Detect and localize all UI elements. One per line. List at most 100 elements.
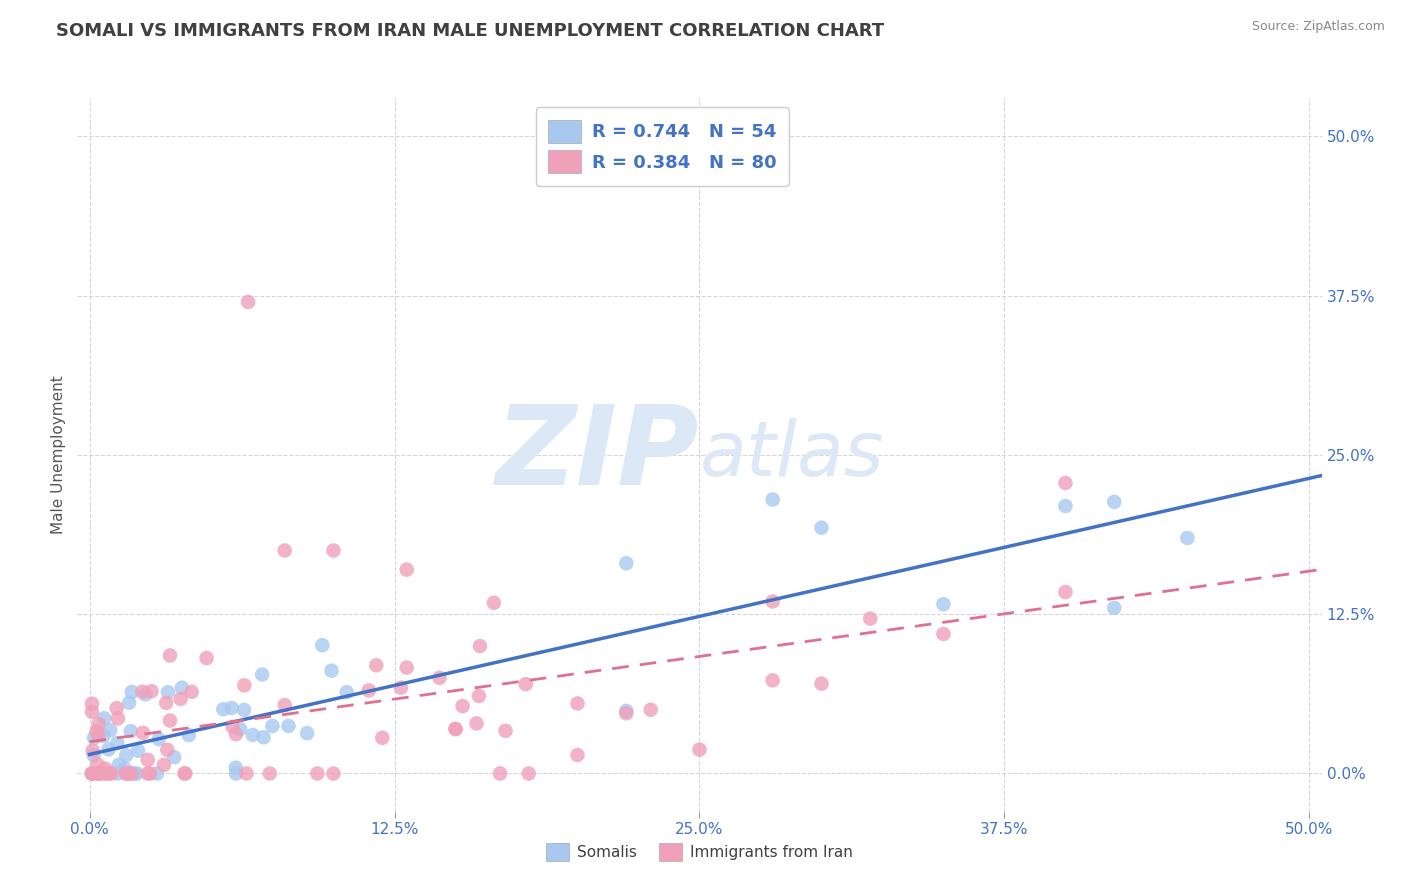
Text: SOMALI VS IMMIGRANTS FROM IRAN MALE UNEMPLOYMENT CORRELATION CHART: SOMALI VS IMMIGRANTS FROM IRAN MALE UNEM… [56,22,884,40]
Text: ZIP: ZIP [496,401,700,508]
Point [80,766,103,780]
Point [689,742,711,756]
Point [225,766,247,780]
Point [429,671,451,685]
Point [274,698,297,712]
Point [100,766,122,780]
Point [163,750,186,764]
Point [93,729,115,743]
Point [169,691,191,706]
Point [1104,495,1126,509]
Point [371,731,394,745]
Point [134,687,156,701]
Point [174,766,197,780]
Point [444,722,467,736]
Point [89,766,111,780]
Point [567,747,589,762]
Point [567,697,589,711]
Point [87,728,110,742]
Point [107,766,129,780]
Point [80,766,103,780]
Point [86,724,108,739]
Point [311,638,333,652]
Point [155,696,177,710]
Point [118,696,141,710]
Point [614,556,637,570]
Point [105,701,128,715]
Point [614,704,637,718]
Point [229,722,252,736]
Point [236,295,259,310]
Point [389,681,412,695]
Point [98,766,121,780]
Point [132,726,155,740]
Point [489,766,512,780]
Point [105,736,128,750]
Point [762,594,785,608]
Point [120,724,142,739]
Point [80,766,103,780]
Point [156,743,179,757]
Point [762,492,785,507]
Point [932,627,955,641]
Point [159,714,181,728]
Point [444,722,467,736]
Point [94,762,117,776]
Point [83,766,105,780]
Point [233,678,256,692]
Point [121,766,143,780]
Point [233,703,256,717]
Point [465,716,488,731]
Point [221,701,243,715]
Point [515,677,537,691]
Point [321,664,343,678]
Point [195,651,218,665]
Point [80,697,103,711]
Point [225,761,247,775]
Point [259,766,281,780]
Point [640,703,662,717]
Point [107,757,129,772]
Point [148,732,170,747]
Point [117,766,139,780]
Point [274,543,297,558]
Point [810,676,832,690]
Point [80,705,103,719]
Point [221,720,243,734]
Point [125,766,148,780]
Point [114,766,136,780]
Point [395,660,418,674]
Point [932,597,955,611]
Point [83,748,105,763]
Point [1054,499,1077,513]
Point [121,685,143,699]
Point [82,743,104,757]
Text: Source: ZipAtlas.com: Source: ZipAtlas.com [1251,20,1385,33]
Point [94,766,117,780]
Point [177,728,200,742]
Point [468,639,491,653]
Point [395,563,418,577]
Point [762,673,785,688]
Point [180,685,202,699]
Point [173,766,195,780]
Point [235,766,257,780]
Point [468,689,491,703]
Point [170,681,193,695]
Point [495,723,517,738]
Point [127,744,149,758]
Point [80,766,103,780]
Point [120,766,142,780]
Point [98,723,121,738]
Point [146,766,169,780]
Point [114,762,136,776]
Point [295,726,318,740]
Point [1104,600,1126,615]
Point [87,766,110,780]
Point [136,753,159,767]
Point [124,766,146,780]
Point [859,612,882,626]
Point [159,648,181,663]
Point [810,521,832,535]
Point [307,766,329,780]
